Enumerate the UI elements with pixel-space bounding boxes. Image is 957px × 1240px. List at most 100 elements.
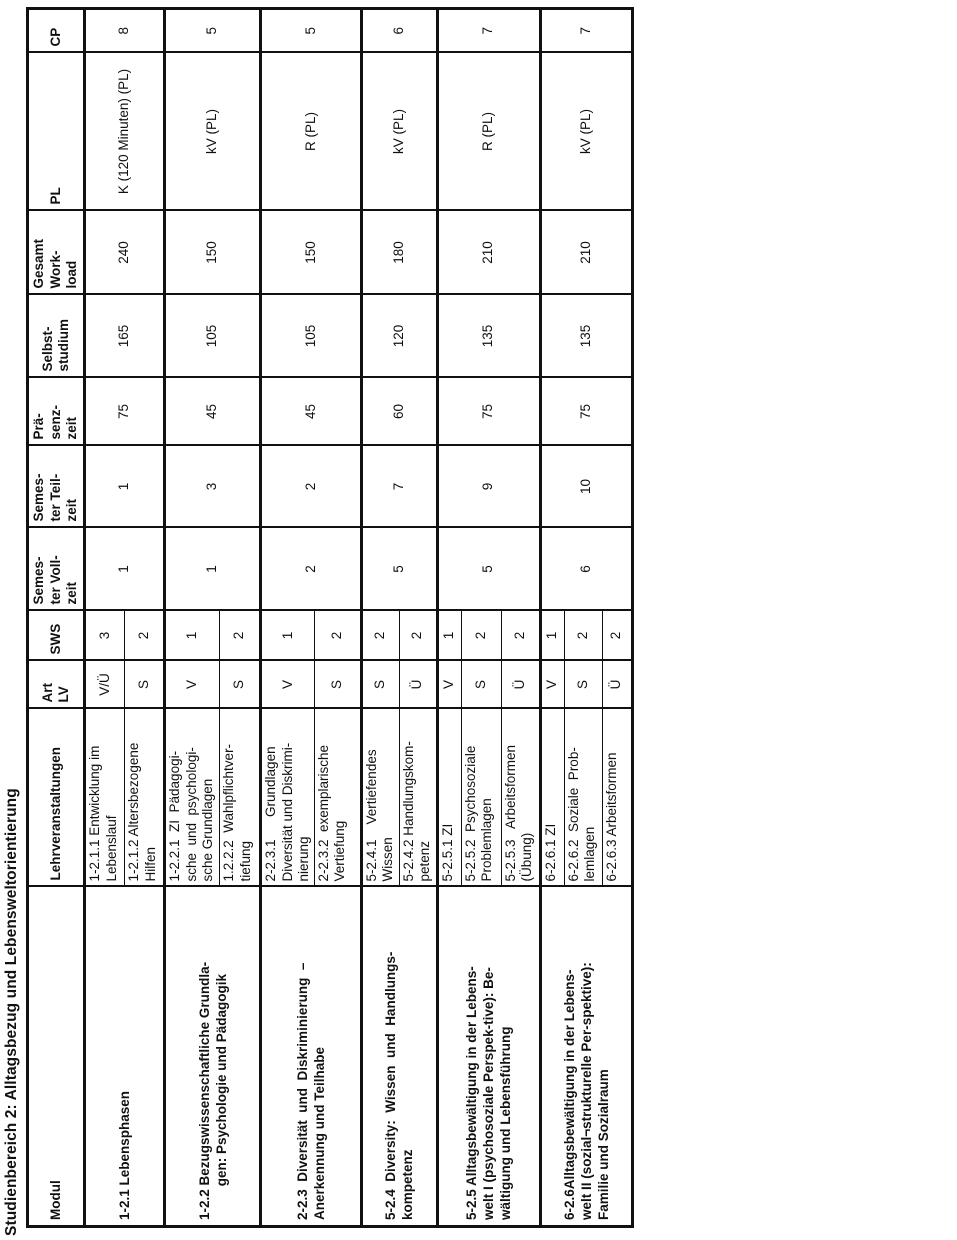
- module-name-cell: 5-2.5 Alltagsbewältigung in der Lebens- …: [437, 886, 540, 1227]
- course-title-cell: 1-2.1.2 Altersbezogene Hilfen: [124, 708, 165, 887]
- pl-cell: kV (PL): [361, 52, 437, 211]
- praesenzzeit-cell: 45: [260, 377, 361, 446]
- course-sws-cell: 2: [314, 610, 361, 661]
- praesenzzeit-cell: 60: [361, 377, 437, 446]
- course-sws-cell: 2: [501, 610, 540, 661]
- course-sws-cell: 1: [437, 610, 461, 661]
- pl-cell: kV (PL): [540, 52, 632, 211]
- course-row: 1-2.2 Bezugswissenschaftliche Grundla- g…: [164, 8, 261, 1227]
- course-sws-cell: 2: [361, 610, 399, 661]
- course-sws-cell: 1: [260, 610, 314, 661]
- semester-vollzeit-cell: 2: [260, 527, 361, 611]
- course-type-cell: V: [540, 660, 564, 709]
- course-row: 2-2.3 Diversität und Diskriminierung – A…: [260, 8, 361, 1227]
- workload-cell: 180: [361, 210, 437, 295]
- course-title-cell: 5-2.5.3 Arbeitsformen (Übung): [501, 708, 540, 887]
- header-sws: SWS: [27, 610, 85, 661]
- course-title-cell: 1-2.1.1 Entwicklung im Lebenslauf: [84, 708, 125, 887]
- course-type-cell: S: [461, 660, 501, 709]
- pl-cell: R (PL): [437, 52, 540, 211]
- semester-vollzeit-cell: 1: [164, 527, 261, 611]
- course-type-cell: Ü: [399, 660, 437, 709]
- semester-teilzeit-cell: 2: [260, 445, 361, 528]
- workload-cell: 150: [260, 210, 361, 295]
- semester-vollzeit-cell: 5: [361, 527, 437, 611]
- course-sws-cell: 2: [564, 610, 602, 661]
- pl-cell: K (120 Minuten) (PL): [84, 52, 165, 211]
- cp-cell: 5: [164, 8, 261, 53]
- course-title-cell: 6-2.6.3 Arbeitsformen: [602, 708, 632, 887]
- cp-cell: 6: [361, 8, 437, 53]
- course-type-cell: V/Ü: [84, 660, 125, 709]
- praesenzzeit-cell: 75: [437, 377, 540, 446]
- selbststudium-cell: 165: [84, 294, 165, 378]
- course-sws-cell: 2: [602, 610, 632, 661]
- course-row: 1-2.1 Lebensphasen 1-2.1.1 Entwicklung i…: [84, 8, 165, 1227]
- header-modul: Modul: [27, 886, 85, 1227]
- section-title: Studienbereich 2: Alltagsbezug und Leben…: [3, 788, 20, 1236]
- workload-cell: 210: [540, 210, 632, 295]
- course-row: 6-2.6Alltagsbewältigung in der Lebens- w…: [540, 8, 632, 1227]
- cp-cell: 8: [84, 8, 165, 53]
- course-title-cell: 6-2.6.1 ZI: [540, 708, 564, 887]
- course-title-cell: 1-2.2.1 ZI Pädagogi- sche und psychologi…: [164, 708, 220, 887]
- semester-vollzeit-cell: 1: [84, 527, 165, 611]
- header-praesenzzeit: Prä- senz- zeit: [27, 377, 85, 446]
- workload-cell: 240: [84, 210, 165, 295]
- module-name-cell: 1-2.2 Bezugswissenschaftliche Grundla- g…: [164, 886, 261, 1227]
- module-name-cell: 5-2.4 Diversity: Wissen und Handlungs- k…: [361, 886, 437, 1227]
- course-row: 5-2.5 Alltagsbewältigung in der Lebens- …: [437, 8, 540, 1227]
- module-name-cell: 6-2.6Alltagsbewältigung in der Lebens- w…: [540, 886, 632, 1227]
- selbststudium-cell: 105: [164, 294, 261, 378]
- workload-cell: 210: [437, 210, 540, 295]
- header-semester-vollzeit: Semes- ter Voll- zeit: [27, 527, 85, 611]
- course-title-cell: 2-2.3.2 exemplarische Vertiefung: [314, 708, 361, 887]
- course-type-cell: S: [564, 660, 602, 709]
- selbststudium-cell: 105: [260, 294, 361, 378]
- header-row: Modul Lehrveranstaltungen Art LV SWS Sem…: [27, 8, 85, 1227]
- semester-vollzeit-cell: 6: [540, 527, 632, 611]
- course-type-cell: S: [219, 660, 261, 709]
- course-sws-cell: 2: [219, 610, 261, 661]
- course-type-cell: S: [124, 660, 165, 709]
- module-table: Modul Lehrveranstaltungen Art LV SWS Sem…: [26, 7, 634, 1228]
- course-title-cell: 5-2.4.2 Handlungskom- petenz: [399, 708, 437, 887]
- course-sws-cell: 1: [540, 610, 564, 661]
- semester-teilzeit-cell: 7: [361, 445, 437, 528]
- module-name-cell: 1-2.1 Lebensphasen: [84, 886, 165, 1227]
- course-sws-cell: 2: [461, 610, 501, 661]
- course-title-cell: 5-2.5.1 ZI: [437, 708, 461, 887]
- course-type-cell: Ü: [501, 660, 540, 709]
- cp-cell: 5: [260, 8, 361, 53]
- course-type-cell: S: [361, 660, 399, 709]
- course-sws-cell: 2: [124, 610, 165, 661]
- header-pl: PL: [27, 52, 85, 211]
- course-type-cell: S: [314, 660, 361, 709]
- module-name-cell: 2-2.3 Diversität und Diskriminierung – A…: [260, 886, 361, 1227]
- header-selbststudium: Selbst- studium: [27, 294, 85, 378]
- header-gesamt-workload: Gesamt Work- load: [27, 210, 85, 295]
- header-cp: CP: [27, 8, 85, 53]
- header-art-lv: Art LV: [27, 660, 85, 709]
- selbststudium-cell: 120: [361, 294, 437, 378]
- pl-cell: kV (PL): [164, 52, 261, 211]
- course-title-cell: 5-2.5.2 Psychosoziale Problemlagen: [461, 708, 501, 887]
- course-sws-cell: 3: [84, 610, 125, 661]
- semester-teilzeit-cell: 1: [84, 445, 165, 528]
- praesenzzeit-cell: 45: [164, 377, 261, 446]
- course-title-cell: 5-2.4.1 Vertiefendes Wissen: [361, 708, 399, 887]
- course-type-cell: V: [437, 660, 461, 709]
- course-type-cell: V: [164, 660, 220, 709]
- workload-cell: 150: [164, 210, 261, 295]
- semester-teilzeit-cell: 9: [437, 445, 540, 528]
- pl-cell: R (PL): [260, 52, 361, 211]
- course-title-cell: 2-2.3.1 Grundlagen Diversität und Diskri…: [260, 708, 314, 887]
- header-semester-teilzeit: Semes- ter Teil- zeit: [27, 445, 85, 528]
- praesenzzeit-cell: 75: [84, 377, 165, 446]
- semester-teilzeit-cell: 10: [540, 445, 632, 528]
- semester-teilzeit-cell: 3: [164, 445, 261, 528]
- course-title-cell: 6-2.6.2 Soziale Prob- lemlagen: [564, 708, 602, 887]
- course-title-cell: 1.2.2.2 Wahlpflichtver- tiefung: [219, 708, 261, 887]
- course-sws-cell: 2: [399, 610, 437, 661]
